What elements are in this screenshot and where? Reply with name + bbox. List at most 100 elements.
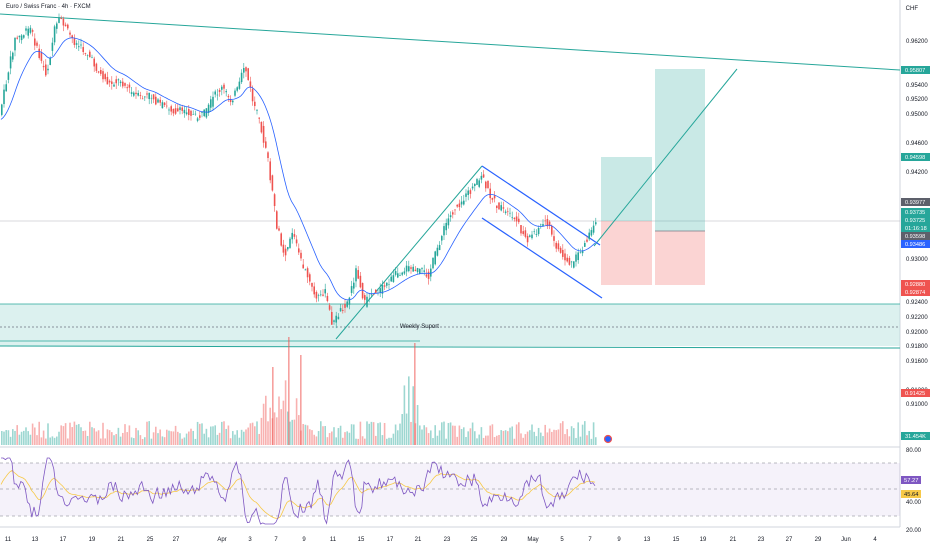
candle-body [531,234,533,239]
candle-body [342,309,344,311]
volume-bar [511,426,513,445]
price-badge-label: 0.93598 [905,234,925,240]
support-zone[interactable] [0,304,900,346]
candle-body [328,305,331,310]
volume-bar [194,438,197,445]
volume-bar [287,411,289,445]
candle-body [518,218,520,223]
candlesticks [1,13,597,329]
time-tick-label: 21 [415,537,422,543]
volume-bar [254,426,256,445]
volume-bar [320,421,322,445]
volume-bar [23,430,25,445]
candle-body [436,247,439,256]
candle-body [399,275,401,276]
candle-body [502,207,505,209]
candle-body [449,215,452,218]
candle-body [78,46,80,48]
candle-body [379,288,381,293]
volume-bar [381,435,384,445]
volume-bar [324,425,326,445]
price-badge-label: 0.94598 [905,155,925,161]
candle-body [179,107,181,111]
time-axis[interactable]: 11 13 17 19 21 25 27 Apr 3 7 9 11 15 17 21 23 25 29 May 5 7 9… [5,537,877,543]
candle-body [122,81,124,87]
volume-bar [368,423,370,445]
volume-bar [108,430,111,445]
ascending-trendline[interactable] [335,165,483,340]
candle-body [133,92,135,96]
time-tick-label: 7 [274,537,278,543]
candle-body [581,250,584,254]
time-tick-label: 13 [32,537,39,543]
rsi-ma-line [0,469,596,519]
channel-lower[interactable] [481,217,603,299]
volume-bar [469,428,472,445]
volume-bar [117,427,120,445]
volume-bar [300,355,302,445]
candle-body [155,96,157,105]
volume-bar [355,438,357,445]
event-marker[interactable] [603,434,613,444]
volume-bar [196,421,199,445]
candle-body [271,175,274,191]
candle-body [489,188,491,199]
volume-bar [212,426,214,445]
volume-bar [408,376,410,445]
price-tick-label: 0.92000 [906,330,928,336]
candle-body [403,271,406,274]
long-position-stop-1[interactable] [601,221,652,285]
long-position-target-2[interactable] [655,69,705,231]
candle-body [306,268,309,278]
time-tick-label: 21 [730,537,737,543]
channel-upper[interactable] [481,165,601,246]
candle-body [100,70,102,74]
volume-bar [353,424,355,445]
candle-body [368,298,370,300]
long-position-target-1[interactable] [601,157,652,221]
rsi-axis[interactable]: 80.00 40.00 20.00 57.27 45.64 [901,448,922,534]
time-tick-label: 23 [444,537,451,543]
price-badge-label: 01:16:18 [905,226,927,232]
candle-body [313,286,315,295]
candle-body [504,211,507,213]
candle-body [386,282,388,286]
volume-bar [379,422,381,445]
volume-bar [201,423,203,445]
volume-bar [346,431,348,445]
volume-bar [133,438,135,445]
long-position-stop-2[interactable] [655,231,705,285]
candle-body [166,105,168,107]
volume-bar [575,437,577,445]
candle-body [161,102,164,109]
volume-bar [111,432,113,445]
price-tick-label: 0.96200 [906,39,928,45]
candle-body [515,216,518,222]
candle-body [317,295,320,296]
volume-bar [56,436,58,445]
volume-bar [463,427,465,445]
volume-bars [1,337,597,445]
time-tick-label: 17 [60,537,67,543]
volume-bar [377,423,379,445]
volume-bar [326,437,329,445]
candle-body [507,211,509,213]
candle-body [289,238,291,248]
candle-body [311,282,313,287]
volume-bar [146,421,148,445]
volume-bar [361,436,364,445]
descending-trendline[interactable] [0,13,901,71]
volume-bar [370,421,373,445]
symbol-title[interactable]: Euro / Swiss Franc · 4h · FXCM [6,4,91,10]
candle-body [269,161,271,181]
projection-line[interactable] [593,68,738,247]
candle-body [102,71,104,80]
time-tick-label: 19 [89,537,96,543]
candle-body [487,180,489,189]
volume-bar [58,431,60,445]
candle-body [223,84,225,89]
volume-bar [564,434,566,445]
time-tick-label: 19 [700,537,707,543]
